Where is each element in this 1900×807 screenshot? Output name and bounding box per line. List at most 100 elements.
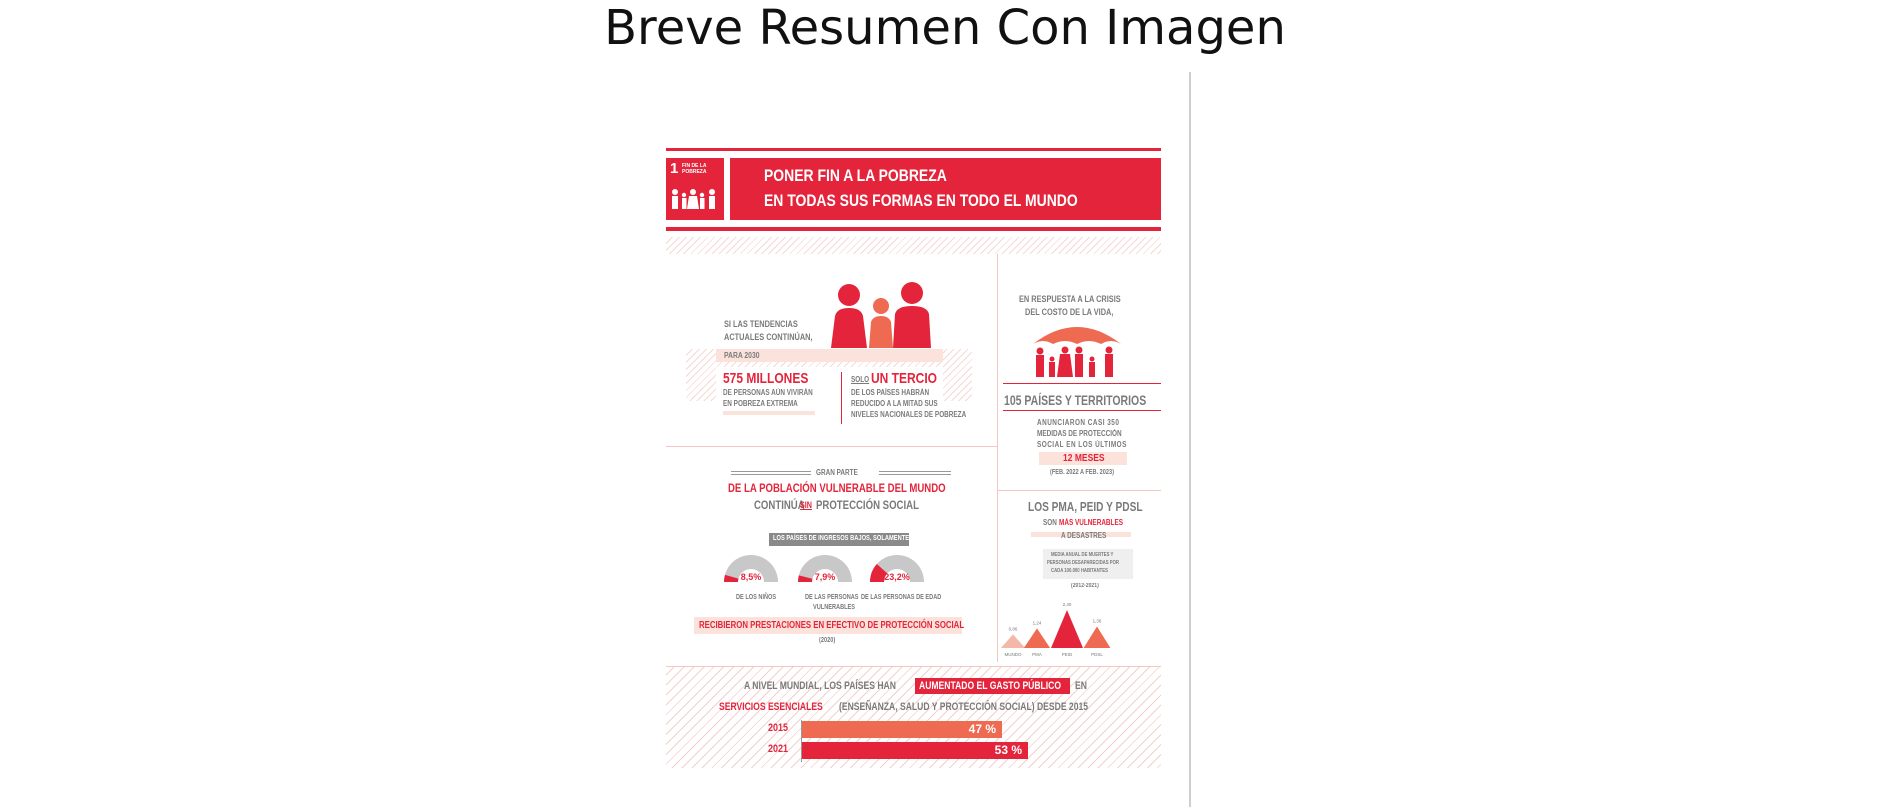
spending-line1-b: AUMENTADO EL GASTO PÚBLICO	[919, 680, 1062, 692]
protection-line-1: DE LA POBLACIÓN VULNERABLE DEL MUNDO	[728, 481, 946, 495]
ldc-triangle-chart: 0,86 MUNDO 1,24 PMA 2,40 PEID 1,36 PDSL	[1001, 602, 1111, 657]
trends-intro-2: ACTUALES CONTINÚAN,	[724, 332, 813, 342]
ldc-value-label: 1,36	[1093, 618, 1102, 623]
ldc-note-2: PERSONAS DESAPARECIDAS POR	[1047, 560, 1119, 566]
spending-bar-2021: 53 %	[802, 742, 1028, 759]
year-band: PARA 2030	[716, 349, 943, 362]
kicker-line-left	[731, 471, 811, 475]
gauge-value: 8,5%	[741, 572, 762, 582]
spending-line1-a: A NIVEL MUNDIAL, LOS PAÍSES HAN	[744, 680, 896, 692]
year-label: PARA 2030	[724, 351, 760, 360]
ldc-category-label: MUNDO	[1005, 652, 1022, 657]
ldc-value-label: 0,86	[1009, 626, 1018, 631]
months-pill: 12 MESES	[1039, 452, 1127, 465]
crisis-desc-2: MEDIDAS DE PROTECCIÓN	[1037, 429, 1122, 438]
stat-575-millones: 575 MILLONES	[723, 370, 809, 387]
gauge-fill	[870, 564, 888, 582]
ldc-category-label: PMA	[1032, 652, 1042, 657]
crisis-count: 105 PAÍSES Y TERRITORIOS	[1004, 392, 1147, 408]
goal-badge: 1 FIN DE LA POBREZA	[666, 158, 724, 220]
stat-underline	[723, 411, 815, 415]
received-year: (2020)	[819, 637, 836, 644]
gauge-track	[724, 555, 778, 582]
people-icon	[831, 282, 931, 348]
family-icon	[672, 189, 715, 209]
ldc-note-box: MEDIA ANUAL DE MUERTES Y PERSONAS DESAPA…	[1043, 549, 1133, 579]
countries-label: LOS PAÍSES DE INGRESOS BAJOS, SOLAMENTE	[773, 535, 910, 542]
protection-line-2b: SIN	[800, 500, 813, 510]
ldc-note-1: MEDIA ANUAL DE MUERTES Y	[1051, 552, 1114, 558]
umbrella-family-icon	[1033, 327, 1121, 377]
goal-label: FIN DE LA POBREZA	[682, 163, 707, 175]
crisis-desc-1: ANUNCIARON CASI 350	[1037, 418, 1120, 427]
stat-tercio-desc-2: REDUCIDO A LA MITAD SUS	[851, 399, 938, 408]
vertical-divider	[997, 254, 998, 662]
crisis-desc-3: SOCIAL EN LOS ÚLTIMOS	[1037, 440, 1127, 449]
stat-separator	[841, 372, 842, 424]
spending-top-rule	[666, 666, 1161, 667]
ldc-sub-b: MÁS VULNERABLES	[1059, 518, 1124, 527]
column-divider	[1189, 72, 1191, 807]
ldc-value-label: 1,24	[1033, 620, 1042, 625]
gauge-track	[798, 555, 852, 582]
ldc-triangle	[1023, 628, 1051, 648]
hatch-strip	[666, 237, 1161, 254]
ldc-note-4: (2012-2021)	[1071, 583, 1099, 589]
stat-un-tercio: UN TERCIO	[871, 370, 937, 387]
ldc-sub-a: SON	[1043, 518, 1057, 527]
protection-line-2c: PROTECCIÓN SOCIAL	[816, 498, 919, 512]
ldc-note-3: CADA 100.000 HABITANTES	[1051, 568, 1108, 574]
bar-year-2021: 2021	[768, 743, 789, 755]
page-title: Breve Resumen Con Imagen	[604, 0, 1286, 56]
header-bottom-rule	[666, 227, 1161, 231]
trends-stats-panel	[716, 367, 943, 417]
countries-label-band: LOS PAÍSES DE INGRESOS BAJOS, SOLAMENTE	[769, 533, 909, 546]
crisis-intro-2: DEL COSTO DE LA VIDA,	[1025, 307, 1114, 317]
spending-line1-c: EN	[1075, 680, 1087, 692]
spending-highlight: AUMENTADO EL GASTO PÚBLICO	[915, 678, 1070, 694]
header-band: PONER FIN A LA POBREZA EN TODAS SUS FORM…	[730, 158, 1161, 220]
gauge-value: 23,2%	[884, 572, 910, 582]
spending-line2-a: SERVICIOS ESENCIALES	[719, 701, 823, 713]
divider-left	[666, 446, 997, 447]
ldc-triangle	[1051, 610, 1083, 648]
crisis-period: (FEB. 2022 A FEB. 2023)	[1050, 469, 1115, 476]
ldc-value-label: 2,40	[1063, 602, 1072, 607]
gauge-label-ninos: DE LOS NIÑOS	[736, 594, 777, 601]
ldc-triangle	[1083, 626, 1111, 648]
ldc-sub-c: A DESASTRES	[1061, 531, 1107, 540]
gauges: 8,5% 7,9% 23,2%	[724, 555, 924, 582]
ldc-category-label: PEID	[1062, 652, 1073, 657]
protection-line-2a: CONTINÚA	[754, 498, 805, 512]
stat-575-desc-1: DE PERSONAS AÚN VIVIRÁN	[723, 388, 813, 397]
ldc-triangle	[1001, 634, 1026, 648]
crisis-intro-1: EN RESPUESTA A LA CRISIS	[1019, 294, 1121, 304]
header-line-2: EN TODAS SUS FORMAS EN TODO EL MUNDO	[764, 191, 1078, 210]
gauge-label-edad: DE LAS PERSONAS DE EDAD	[861, 594, 942, 601]
gauge-label-vulnerables-2: VULNERABLES	[813, 604, 856, 611]
stat-tercio-desc-1: DE LOS PAÍSES HABRÁN	[851, 388, 930, 397]
infographic-image: 1 FIN DE LA POBREZA PONER FIN A LA POBRE…	[661, 146, 1161, 768]
gauge-fill	[724, 574, 739, 582]
goal-number: 1	[670, 160, 679, 177]
bar-year-2015: 2015	[768, 722, 789, 734]
stat-575-desc-2: EN POBREZA EXTREMA	[723, 399, 798, 408]
ldc-title: LOS PMA, PEID Y PDSL	[1028, 499, 1143, 514]
stat-tercio-prefix: SOLO	[851, 375, 870, 384]
top-rule	[666, 148, 1161, 151]
spending-bar-2015: 47 %	[802, 721, 1002, 738]
received-band: RECIBIERON PRESTACIONES EN EFECTIVO DE P…	[694, 617, 965, 634]
stat-tercio-desc-3: NIVELES NACIONALES DE POBREZA	[851, 410, 967, 419]
crisis-rule-2	[1003, 410, 1161, 411]
header-line-1: PONER FIN A LA POBREZA	[764, 166, 947, 185]
protection-kicker: GRAN PARTE	[816, 468, 858, 477]
divider-right	[998, 490, 1161, 491]
ldc-category-label: PDSL	[1091, 652, 1103, 657]
spending-line2-b: (ENSEÑANZA, SALUD Y PROTECCIÓN SOCIAL) D…	[839, 701, 1089, 713]
ldc-sub-band	[1031, 532, 1131, 537]
gauge-fill	[798, 575, 813, 582]
received-text: RECIBIERON PRESTACIONES EN EFECTIVO DE P…	[699, 620, 965, 631]
bar-axis	[801, 720, 802, 762]
crisis-months: 12 MESES	[1063, 453, 1105, 464]
gauge-label-vulnerables-1: DE LAS PERSONAS	[805, 594, 859, 601]
